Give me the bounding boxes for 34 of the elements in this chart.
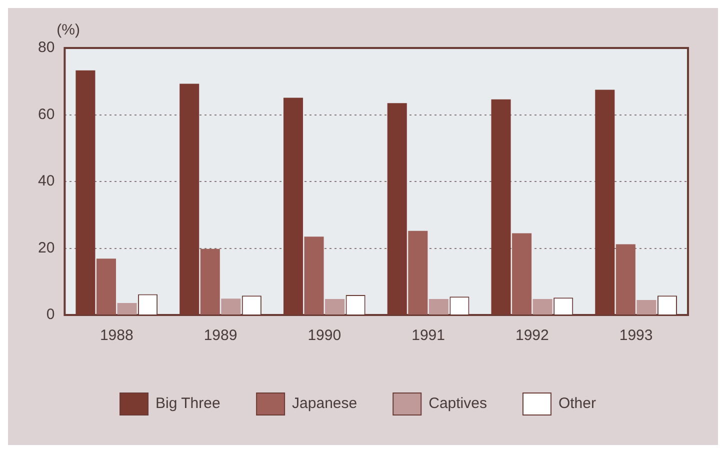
bar [283, 98, 303, 314]
bar [428, 298, 448, 314]
bar [180, 84, 200, 314]
legend-label: Big Three [156, 395, 220, 412]
y-tick-label: 80 [38, 39, 55, 56]
bar [512, 233, 532, 314]
bar [200, 248, 220, 314]
x-tick-label: 1990 [308, 327, 342, 344]
bar [96, 258, 116, 314]
bar [636, 300, 656, 314]
y-tick-label: 60 [38, 106, 55, 123]
y-axis-title: (%) [56, 22, 80, 39]
bar [76, 70, 96, 314]
bar [117, 302, 137, 314]
legend-label: Japanese [292, 395, 358, 412]
y-tick-label: 40 [38, 172, 55, 190]
bar [532, 298, 552, 314]
x-tick-label: 1993 [619, 327, 653, 344]
x-tick-label: 1988 [100, 327, 134, 344]
bar [491, 99, 511, 314]
y-tick-label: 20 [38, 239, 55, 256]
bar [304, 236, 324, 314]
bar [595, 90, 615, 314]
x-tick-label: 1989 [204, 327, 238, 344]
bar [221, 298, 241, 314]
y-tick-label: 0 [46, 306, 55, 324]
legend-label: Other [558, 395, 596, 412]
bar [616, 244, 636, 314]
x-tick-label: 1991 [412, 327, 445, 344]
bar [408, 230, 428, 314]
bar [325, 298, 345, 314]
bar [387, 103, 407, 314]
x-tick-label: 1992 [515, 327, 549, 344]
legend-label: Captives [428, 395, 487, 412]
